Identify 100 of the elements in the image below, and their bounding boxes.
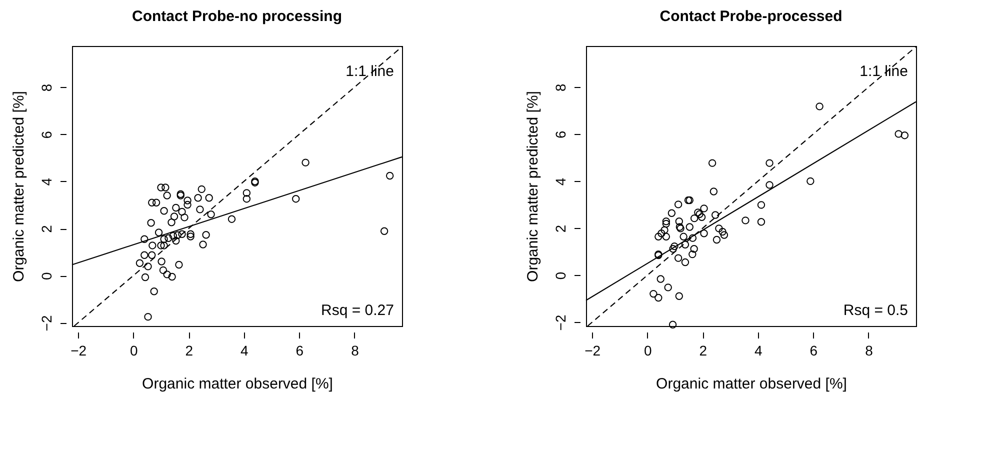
point [662, 232, 670, 241]
point [710, 188, 718, 196]
point [654, 294, 662, 302]
y-tick-label: 4 [552, 178, 568, 186]
point [160, 242, 168, 250]
point [302, 158, 310, 166]
x-tick-label: 0 [130, 342, 138, 358]
point [688, 250, 696, 258]
point [160, 206, 168, 215]
point [175, 260, 183, 269]
point [380, 227, 388, 235]
point [900, 131, 909, 140]
point [806, 177, 814, 186]
point [198, 185, 206, 194]
point [194, 194, 202, 202]
y-tick-label: 6 [552, 130, 568, 139]
y-tick-label: 8 [552, 84, 568, 92]
point [140, 251, 148, 259]
point [669, 245, 677, 253]
point [144, 312, 152, 321]
x-tick-label: 8 [351, 342, 360, 358]
y-tick-label: 0 [552, 272, 568, 280]
point [715, 224, 723, 232]
y-axis-title: Organic matter predicted [%] [524, 91, 542, 282]
x-tick-label: 2 [185, 342, 194, 358]
y-tick-label: 8 [38, 84, 54, 92]
point [178, 230, 186, 238]
point [162, 184, 170, 192]
point [656, 275, 664, 283]
point [157, 242, 165, 250]
point [186, 230, 194, 238]
point [674, 254, 682, 262]
point [136, 259, 144, 267]
y-tick-label: 0 [38, 272, 54, 280]
point [180, 214, 188, 222]
point [711, 211, 720, 219]
chart-title: Contact Probe-processed [660, 8, 842, 25]
point [766, 181, 774, 189]
point [140, 235, 148, 243]
point [147, 219, 155, 227]
x-tick-label: 4 [754, 342, 763, 358]
y-tick-label: 2 [552, 224, 568, 233]
point [757, 201, 766, 209]
point [228, 215, 236, 223]
point [168, 218, 176, 226]
y-tick-label: −2 [38, 315, 54, 332]
point [742, 216, 750, 224]
point [172, 204, 180, 212]
point [184, 200, 192, 209]
point [720, 231, 728, 239]
x-tick-label: 2 [699, 342, 708, 358]
y-tick-label: 2 [38, 224, 54, 233]
point [186, 232, 194, 240]
point [174, 231, 182, 239]
point [158, 258, 166, 266]
point [675, 292, 683, 300]
x-axis-title: Organic matter observed [%] [142, 376, 333, 392]
x-tick-label: 6 [810, 342, 818, 358]
x-tick-label: −2 [70, 342, 87, 358]
point [690, 245, 698, 253]
point [688, 234, 697, 242]
point [712, 236, 721, 244]
point [202, 231, 210, 239]
point [650, 290, 658, 298]
point [386, 172, 394, 180]
point [816, 102, 824, 110]
point [144, 262, 152, 270]
point [172, 236, 180, 245]
point [708, 159, 716, 167]
x-tick-label: 4 [240, 342, 249, 358]
point [207, 210, 215, 218]
point [698, 213, 706, 221]
point [169, 232, 178, 240]
point [690, 214, 698, 222]
annotation: 1:1 line [346, 63, 394, 80]
point [148, 251, 156, 259]
point [654, 232, 662, 241]
point [157, 184, 165, 192]
point [205, 194, 213, 202]
point [141, 273, 150, 282]
point [662, 218, 670, 226]
point [170, 212, 178, 220]
x-tick-label: 0 [644, 342, 652, 358]
point [164, 234, 172, 242]
point [675, 218, 683, 226]
point [199, 240, 207, 248]
point [700, 204, 708, 212]
y-axis-title: Organic matter predicted [%] [10, 91, 28, 282]
point [894, 130, 902, 138]
point [664, 284, 672, 292]
point [660, 226, 668, 234]
point [196, 206, 204, 214]
point [766, 159, 774, 167]
point [150, 288, 158, 296]
annotation: Rsq = 0.27 [321, 302, 394, 319]
point [163, 192, 171, 200]
point [168, 272, 176, 281]
point [159, 266, 168, 274]
x-tick-label: 6 [296, 342, 304, 358]
point [674, 200, 682, 208]
